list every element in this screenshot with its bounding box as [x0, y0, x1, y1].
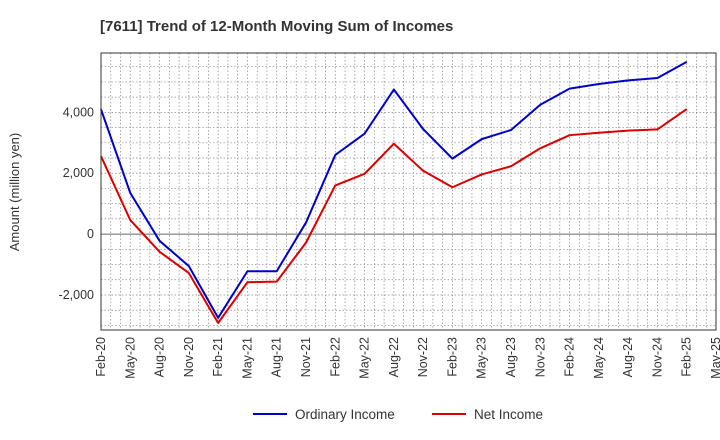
- legend-entry: Net Income: [474, 407, 543, 422]
- y-tick-label: 2,000: [63, 166, 94, 180]
- x-tick-label: May-25: [709, 337, 720, 379]
- x-tick-label: Nov-23: [533, 337, 547, 377]
- x-tick-label: Nov-21: [299, 337, 313, 377]
- legend-entry: Ordinary Income: [295, 407, 395, 422]
- series-line-ordinary-income: [100, 60, 688, 319]
- x-tick-label: Nov-24: [650, 337, 664, 377]
- x-tick-label: Feb-25: [680, 337, 694, 377]
- y-tick-labels: -2,000 0 2,000 4,000: [59, 105, 95, 302]
- plot-frame: [100, 52, 717, 331]
- legend: Ordinary Income Net Income: [253, 407, 543, 422]
- x-tick-label: May-23: [475, 337, 489, 379]
- series-line-net-income: [100, 108, 688, 324]
- x-tick-label: Aug-23: [504, 337, 518, 377]
- plot-background: [101, 53, 716, 330]
- plot-border: [100, 52, 717, 331]
- y-tick-label: 4,000: [63, 105, 94, 119]
- y-tick-label: 0: [87, 227, 94, 241]
- x-tick-label: Feb-24: [563, 337, 577, 377]
- x-tick-label: May-22: [358, 337, 372, 379]
- x-tick-labels: Feb-20 May-20 Aug-20 Nov-20 Feb-21 May-21 Aug-…: [94, 337, 720, 379]
- x-tick-label: Aug-22: [387, 337, 401, 377]
- y-axis-label: Amount (million yen): [7, 133, 22, 252]
- gridlines: [101, 53, 716, 330]
- plot-area: [101, 53, 716, 330]
- x-tick-label: Nov-22: [416, 337, 430, 377]
- chart-title: [7611] Trend of 12-Month Moving Sum of I…: [100, 18, 453, 35]
- x-tick-label: Feb-22: [328, 337, 342, 377]
- x-tick-label: May-24: [592, 337, 606, 379]
- x-tick-label: Feb-23: [445, 337, 459, 377]
- x-tick-label: Aug-24: [621, 337, 635, 377]
- x-tick-label: Nov-20: [182, 337, 196, 377]
- x-tick-label: Aug-20: [153, 337, 167, 377]
- series-lines: [100, 60, 688, 324]
- x-tick-label: May-20: [123, 337, 137, 379]
- x-tick-label: Feb-20: [94, 337, 108, 377]
- x-tick-label: Aug-21: [270, 337, 284, 377]
- x-tick-label: May-21: [240, 337, 254, 379]
- x-tick-label: Feb-21: [211, 337, 225, 377]
- y-tick-label: -2,000: [59, 288, 94, 302]
